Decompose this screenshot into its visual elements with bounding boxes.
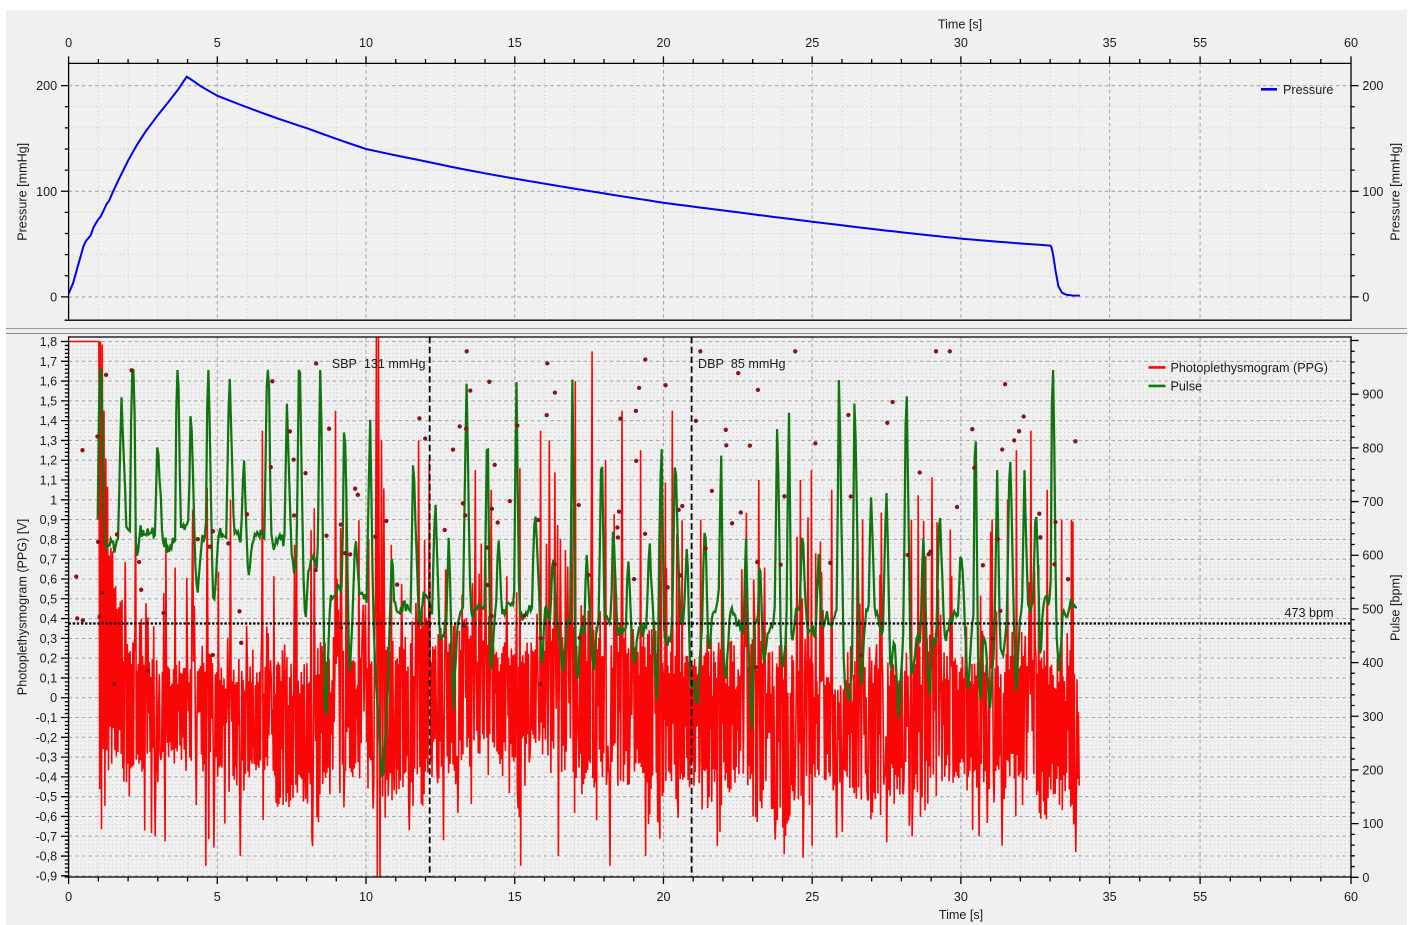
svg-text:10: 10	[359, 36, 373, 50]
svg-text:1,7: 1,7	[40, 355, 58, 369]
svg-text:20: 20	[656, 890, 670, 904]
svg-text:35: 35	[1103, 890, 1117, 904]
svg-text:10: 10	[359, 890, 373, 904]
svg-text:1,3: 1,3	[40, 434, 58, 448]
svg-text:900: 900	[1362, 388, 1383, 402]
svg-text:0,6: 0,6	[40, 573, 58, 587]
svg-text:473 bpm: 473 bpm	[1284, 606, 1333, 620]
svg-text:100: 100	[36, 185, 57, 199]
svg-text:1,4: 1,4	[40, 414, 58, 428]
svg-text:0: 0	[1362, 871, 1369, 885]
svg-text:SBP 131 mmHg: SBP 131 mmHg	[332, 357, 426, 371]
svg-text:-0,1: -0,1	[35, 711, 57, 725]
svg-text:700: 700	[1362, 495, 1383, 509]
svg-text:-0,4: -0,4	[35, 770, 57, 784]
svg-text:1,1: 1,1	[40, 474, 58, 488]
svg-text:0,5: 0,5	[40, 592, 58, 606]
svg-text:1,6: 1,6	[40, 375, 58, 389]
svg-text:1: 1	[50, 493, 57, 507]
svg-text:0: 0	[65, 890, 72, 904]
svg-text:Pressure [mmHg]: Pressure [mmHg]	[16, 143, 30, 241]
svg-text:Time [s]: Time [s]	[939, 908, 983, 922]
svg-text:500: 500	[1362, 602, 1383, 616]
svg-text:35: 35	[1103, 36, 1117, 50]
svg-text:0,3: 0,3	[40, 632, 58, 646]
svg-text:60: 60	[1344, 890, 1358, 904]
svg-text:DBP 85 mmHg: DBP 85 mmHg	[698, 357, 785, 371]
svg-text:-0,6: -0,6	[35, 810, 57, 824]
svg-text:1,2: 1,2	[40, 454, 58, 468]
svg-text:Pressure [mmHg]: Pressure [mmHg]	[1389, 143, 1403, 241]
svg-text:200: 200	[1362, 763, 1383, 777]
svg-text:30: 30	[954, 36, 968, 50]
svg-text:55: 55	[1193, 890, 1207, 904]
svg-text:-0,7: -0,7	[35, 830, 57, 844]
svg-text:400: 400	[1362, 656, 1383, 670]
svg-text:0: 0	[65, 36, 72, 50]
svg-text:Pulse [bpm]: Pulse [bpm]	[1389, 575, 1403, 642]
svg-text:100: 100	[1362, 185, 1383, 199]
svg-text:0: 0	[50, 691, 57, 705]
svg-text:0,2: 0,2	[40, 652, 58, 666]
svg-text:-0,3: -0,3	[35, 751, 57, 765]
svg-text:0: 0	[50, 290, 57, 304]
svg-text:0,4: 0,4	[40, 612, 58, 626]
svg-text:-0,5: -0,5	[35, 790, 57, 804]
svg-text:30: 30	[954, 890, 968, 904]
svg-text:Pulse: Pulse	[1171, 379, 1203, 393]
svg-text:0,7: 0,7	[40, 553, 58, 567]
svg-text:300: 300	[1362, 710, 1383, 724]
svg-text:Photoplethysmogram (PPG): Photoplethysmogram (PPG)	[1171, 361, 1328, 375]
svg-text:20: 20	[656, 36, 670, 50]
svg-text:0,9: 0,9	[40, 513, 58, 527]
svg-text:5: 5	[214, 890, 221, 904]
svg-text:Time [s]: Time [s]	[938, 18, 982, 32]
svg-text:0: 0	[1362, 290, 1369, 304]
svg-text:-0,2: -0,2	[35, 731, 57, 745]
svg-text:5: 5	[214, 36, 221, 50]
svg-text:15: 15	[508, 890, 522, 904]
svg-text:25: 25	[805, 36, 819, 50]
svg-text:200: 200	[36, 79, 57, 93]
svg-text:-0,8: -0,8	[35, 850, 57, 864]
svg-text:1,8: 1,8	[40, 335, 58, 349]
svg-text:0,8: 0,8	[40, 533, 58, 547]
svg-text:25: 25	[805, 890, 819, 904]
svg-text:200: 200	[1362, 79, 1383, 93]
svg-text:1,5: 1,5	[40, 394, 58, 408]
svg-text:0,1: 0,1	[40, 671, 58, 685]
svg-text:100: 100	[1362, 817, 1383, 831]
svg-text:Photoplethysmogram (PPG) [V]: Photoplethysmogram (PPG) [V]	[16, 519, 30, 695]
svg-text:60: 60	[1344, 36, 1358, 50]
svg-text:600: 600	[1362, 549, 1383, 563]
svg-text:800: 800	[1362, 441, 1383, 455]
svg-text:-0,9: -0,9	[35, 869, 57, 883]
svg-text:55: 55	[1193, 36, 1207, 50]
svg-text:15: 15	[508, 36, 522, 50]
svg-text:Pressure: Pressure	[1283, 83, 1333, 97]
